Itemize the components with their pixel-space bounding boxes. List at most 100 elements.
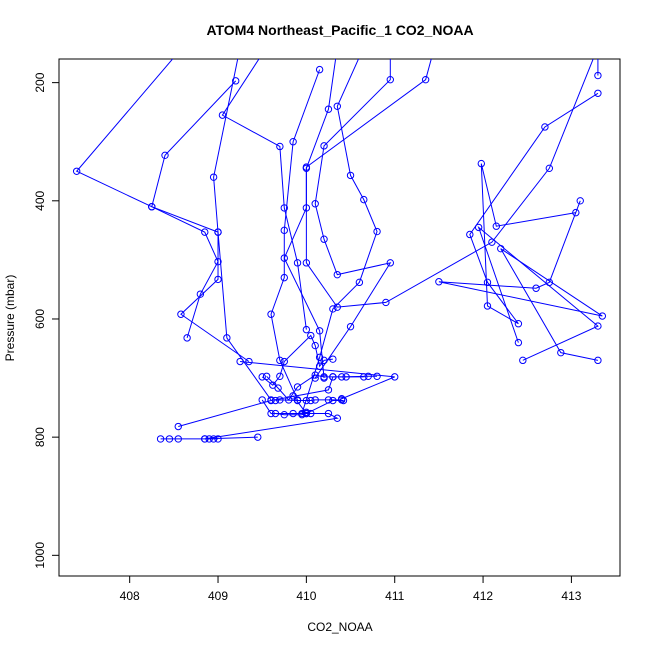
data-point — [245, 357, 253, 366]
data-point — [346, 322, 355, 331]
data-point — [280, 273, 288, 282]
data-point — [373, 372, 381, 380]
data-point — [594, 322, 602, 330]
data-point — [293, 396, 302, 405]
data-point — [201, 228, 209, 236]
series-4 — [218, 59, 311, 334]
series-line — [75, 59, 219, 339]
series-line — [178, 375, 378, 427]
data-point — [594, 356, 602, 365]
data-point — [302, 163, 311, 171]
series-8 — [311, 59, 394, 382]
data-point — [333, 414, 341, 422]
series-21 — [258, 331, 337, 389]
data-point — [201, 435, 209, 443]
data-point — [276, 356, 284, 365]
data-point — [267, 310, 275, 318]
data-point — [156, 435, 165, 443]
data-point — [594, 71, 602, 80]
data-point — [364, 372, 372, 380]
data-point — [329, 396, 337, 405]
data-point — [276, 372, 284, 380]
y-tick-label: 200 — [33, 72, 47, 92]
data-point — [435, 278, 443, 286]
series-17 — [156, 435, 222, 443]
series-layer — [72, 59, 607, 443]
data-point — [262, 372, 271, 380]
data-point — [280, 357, 288, 366]
series-7 — [298, 59, 381, 418]
data-point — [421, 75, 430, 84]
data-point — [280, 204, 288, 212]
x-axis: 408 409 410 411 412 413 — [120, 576, 582, 603]
data-point — [329, 373, 337, 381]
data-point — [477, 159, 485, 168]
series-10 — [466, 89, 602, 328]
data-point — [307, 331, 315, 340]
data-point — [483, 278, 492, 287]
data-point — [271, 409, 280, 418]
data-point — [355, 278, 364, 287]
data-point — [594, 89, 602, 97]
data-point — [311, 371, 319, 379]
series-line — [301, 59, 378, 414]
series-19 — [271, 396, 346, 405]
data-point — [209, 435, 218, 443]
data-point — [196, 290, 205, 298]
data-point — [311, 341, 319, 350]
data-point — [280, 226, 288, 235]
series-line — [305, 59, 599, 308]
data-point — [492, 222, 501, 230]
x-tick-label: 409 — [208, 589, 228, 603]
data-point — [360, 195, 368, 204]
data-point — [302, 259, 311, 267]
data-point — [177, 310, 185, 318]
series-line — [469, 92, 599, 325]
data-point — [483, 302, 492, 310]
data-point — [271, 396, 280, 405]
data-point — [276, 142, 284, 151]
data-point — [236, 357, 244, 366]
data-point — [311, 396, 319, 404]
y-tick-label: 800 — [33, 427, 47, 447]
y-tick-label: 1000 — [33, 542, 47, 569]
data-point — [333, 102, 341, 110]
data-point — [324, 409, 333, 418]
x-tick-label: 410 — [296, 589, 316, 603]
data-point — [174, 435, 182, 443]
data-point — [289, 409, 297, 418]
x-axis-label: CO2_NOAA — [307, 620, 372, 634]
data-point — [209, 173, 218, 181]
data-point — [338, 373, 346, 381]
data-point — [302, 408, 311, 417]
data-point — [214, 275, 222, 284]
data-point — [324, 105, 333, 113]
data-point — [293, 383, 302, 391]
data-point — [320, 373, 328, 381]
data-point — [514, 338, 523, 347]
data-point — [307, 409, 315, 418]
data-point — [391, 373, 399, 381]
data-point — [598, 312, 607, 320]
data-point — [315, 65, 324, 74]
data-point — [148, 203, 156, 211]
data-point — [293, 259, 302, 267]
data-point — [541, 123, 549, 131]
data-point — [302, 396, 311, 405]
data-point — [269, 381, 277, 389]
data-point — [572, 208, 580, 217]
series-line — [270, 69, 321, 401]
series-line — [261, 334, 333, 386]
data-point — [320, 142, 328, 150]
series-9 — [302, 59, 602, 311]
data-point — [576, 197, 584, 205]
x-tick-label: 412 — [473, 589, 493, 603]
data-point — [276, 396, 284, 404]
series-line — [240, 361, 395, 400]
x-tick-label: 411 — [385, 589, 404, 603]
data-point — [302, 325, 311, 334]
series-11 — [435, 197, 607, 365]
data-point — [72, 167, 81, 175]
